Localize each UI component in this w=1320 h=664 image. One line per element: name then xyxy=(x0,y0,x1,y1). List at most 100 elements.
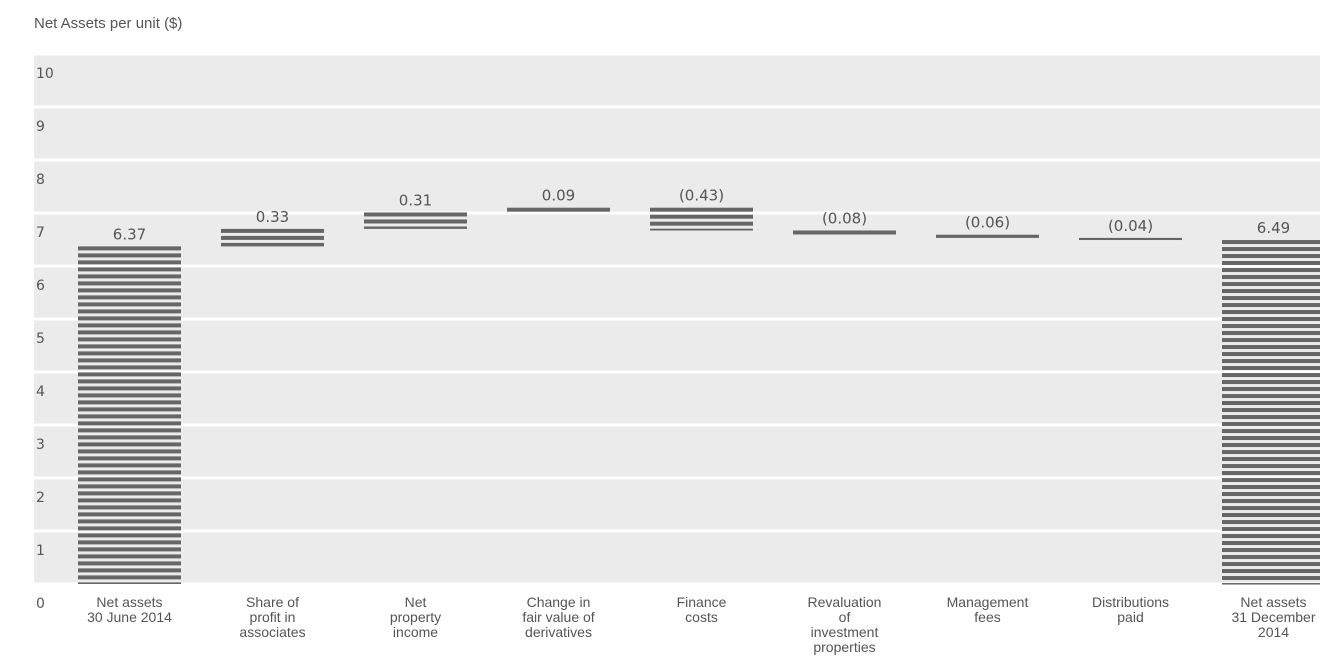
bar-stripe xyxy=(1222,380,1320,385)
bar-stripe xyxy=(1222,338,1320,343)
bar-stripe xyxy=(1222,261,1320,266)
bar-stripe xyxy=(78,414,181,419)
bar-stripe xyxy=(78,582,181,584)
bar-stripe xyxy=(1222,373,1320,378)
bar-stripe xyxy=(1222,499,1320,504)
bar xyxy=(650,207,753,231)
category-label: Change in fair value of derivatives xyxy=(522,594,594,640)
grid-band xyxy=(34,161,1320,212)
bar-stripe xyxy=(1222,527,1320,532)
grid-band xyxy=(34,267,1320,318)
bar-stripe xyxy=(78,498,181,503)
bar-stripe xyxy=(1222,520,1320,525)
bar-stripe xyxy=(78,442,181,447)
bar xyxy=(78,246,181,584)
bar-stripe xyxy=(1222,296,1320,301)
bar-stripe xyxy=(78,470,181,475)
bar-stripe xyxy=(1222,576,1320,581)
bar-stripe xyxy=(1222,555,1320,560)
bar-stripe xyxy=(1222,352,1320,357)
bar-stripe xyxy=(364,226,467,229)
bar-stripe xyxy=(364,219,467,224)
category-label: Revaluation of investment properties xyxy=(808,594,882,655)
y-tick-label: 0 xyxy=(36,596,45,612)
y-tick-label: 9 xyxy=(36,119,45,135)
bar-stripe xyxy=(1222,303,1320,308)
bar-stripe xyxy=(364,212,467,217)
grid-band xyxy=(34,532,1320,583)
bar-stripe xyxy=(78,505,181,510)
bar-stripe xyxy=(1222,359,1320,364)
bar-stripe xyxy=(1222,457,1320,462)
y-axis-title: Net Assets per unit ($) xyxy=(34,15,183,32)
category-label: Share of profit in associates xyxy=(239,594,305,640)
bar-stripe xyxy=(78,428,181,433)
bar-stripe xyxy=(1222,485,1320,490)
bar-stripe xyxy=(1222,422,1320,427)
bar xyxy=(1222,240,1320,585)
bar-stripe xyxy=(78,519,181,524)
bar-stripe xyxy=(1222,583,1320,585)
bar xyxy=(936,234,1039,238)
bar-stripe xyxy=(1222,240,1320,245)
bar-stripe xyxy=(650,228,753,231)
bar-stripe xyxy=(1222,310,1320,315)
y-tick-label: 4 xyxy=(36,384,45,400)
bar-stripe xyxy=(78,295,181,300)
bar-stripe xyxy=(78,512,181,517)
bar-stripe xyxy=(1222,415,1320,420)
y-tick-label: 7 xyxy=(36,225,45,241)
bar-stripe xyxy=(221,242,324,247)
bar-stripe xyxy=(78,288,181,293)
category-label: Finance costs xyxy=(677,594,727,625)
bar-stripe xyxy=(1222,268,1320,273)
bar-stripe xyxy=(1222,289,1320,294)
bar xyxy=(1079,237,1182,241)
value-label: 0.33 xyxy=(256,208,289,226)
bar-stripe xyxy=(78,547,181,552)
bar-stripe xyxy=(78,568,181,573)
bar-stripe xyxy=(1222,478,1320,483)
value-label: (0.04) xyxy=(1108,217,1153,235)
bar-stripe xyxy=(78,344,181,349)
bar-stripe xyxy=(1222,247,1320,252)
bar-stripe xyxy=(1222,275,1320,280)
bar-stripe xyxy=(650,214,753,219)
bar-stripe xyxy=(78,260,181,265)
bar-stripe xyxy=(78,337,181,342)
value-label: 6.37 xyxy=(113,225,146,243)
bar-stripe xyxy=(507,207,610,212)
bar-stripe xyxy=(78,379,181,384)
bar-stripe xyxy=(1222,401,1320,406)
y-tick-label: 5 xyxy=(36,331,45,347)
bar-stripe xyxy=(78,316,181,321)
bar-stripe xyxy=(78,393,181,398)
bar xyxy=(793,230,896,235)
bar xyxy=(221,228,324,247)
y-tick-label: 6 xyxy=(36,278,45,294)
bar-stripe xyxy=(78,253,181,258)
bar-stripe xyxy=(78,309,181,314)
category-label: Distributions paid xyxy=(1092,594,1169,625)
category-labels: Net assets 30 June 2014 Share of profit in a… xyxy=(87,594,1316,655)
bar-stripe xyxy=(1222,492,1320,497)
grid-band xyxy=(34,426,1320,477)
bar-stripe xyxy=(78,526,181,531)
bar-stripe xyxy=(78,274,181,279)
category-label: Net property income xyxy=(390,594,441,640)
y-tick-label: 3 xyxy=(36,437,45,453)
y-tick-label: 1 xyxy=(36,543,45,559)
bar-stripe xyxy=(78,561,181,566)
bar-stripe xyxy=(650,221,753,226)
bar-stripe xyxy=(78,575,181,580)
bar-stripe xyxy=(650,207,753,212)
bars xyxy=(78,207,1320,585)
bar-stripe xyxy=(78,449,181,454)
bar-stripe xyxy=(1222,562,1320,567)
bar-stripe xyxy=(78,533,181,538)
bar-stripe xyxy=(78,435,181,440)
bar xyxy=(364,212,467,229)
bar-stripe xyxy=(78,358,181,363)
bar-stripe xyxy=(1222,471,1320,476)
bar-stripe xyxy=(1222,387,1320,392)
